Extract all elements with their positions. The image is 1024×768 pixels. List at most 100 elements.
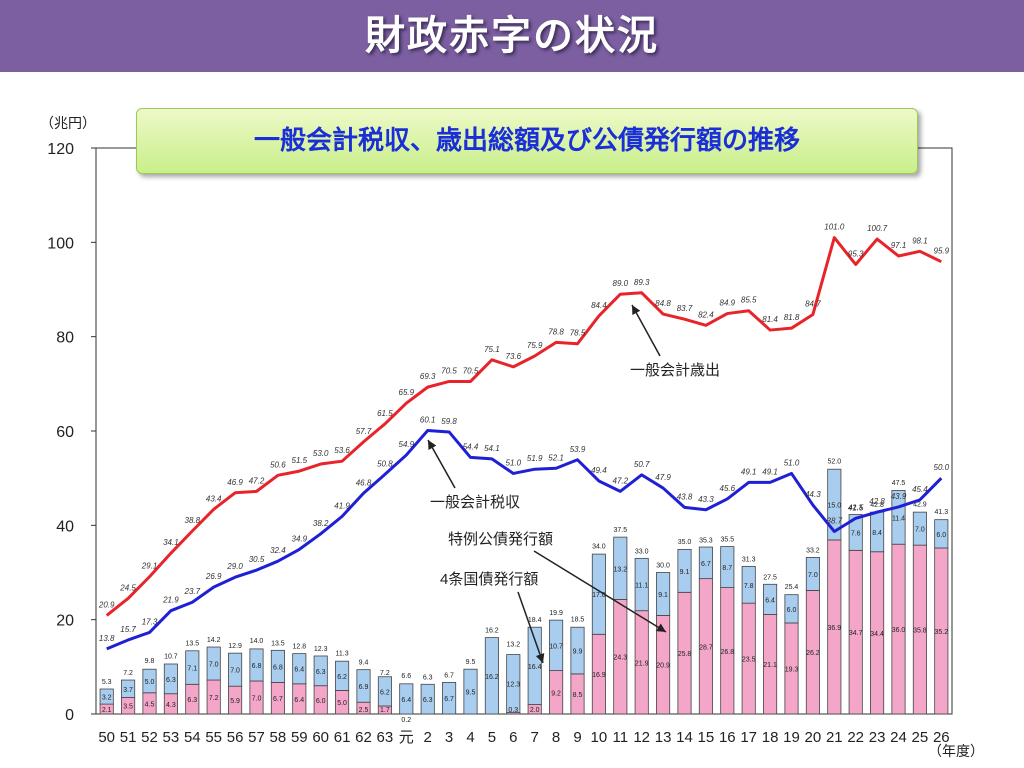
line-value-label: 38.7 xyxy=(827,516,843,525)
bar-total-label: 14.2 xyxy=(207,637,221,644)
bar-segment-label: 26.8 xyxy=(720,649,734,656)
bar-construction-bonds xyxy=(720,546,735,588)
bar-segment-label: 9.2 xyxy=(551,690,561,697)
bar-total-label: 34.0 xyxy=(592,544,606,551)
line-value-label: 51.0 xyxy=(784,458,800,467)
x-tick-label: 26 xyxy=(933,729,950,746)
line-value-label: 43.9 xyxy=(891,492,907,501)
bar-segment-label: 7.8 xyxy=(744,583,754,590)
bar-segment-label: 2.1 xyxy=(102,707,112,714)
bar-construction-bonds xyxy=(99,688,114,705)
x-tick-label: 20 xyxy=(805,729,822,746)
bar-segment-label: 21.9 xyxy=(635,660,649,667)
line-value-label: 60.1 xyxy=(420,416,436,425)
bar-construction-bonds xyxy=(741,565,756,604)
line-value-label: 45.6 xyxy=(720,484,736,493)
bar-segment-label: 9.1 xyxy=(680,569,690,576)
y-axis-label: （兆円） xyxy=(40,115,96,131)
page-title: 財政赤字の状況 xyxy=(365,13,659,59)
bar-segment-label: 16.9 xyxy=(592,672,606,679)
bar-total-label: 12.9 xyxy=(228,643,242,650)
bar-segment-label: 5.0 xyxy=(145,679,155,686)
bar-total-label: 37.5 xyxy=(613,527,627,534)
bar-segment-label: 5.9 xyxy=(230,698,240,705)
bar-construction-bonds xyxy=(206,646,221,681)
bar-total-label: 7.2 xyxy=(380,670,390,677)
annotation-arrow xyxy=(533,550,667,633)
header-bar xyxy=(0,0,1024,72)
bar-segment-label: 7.0 xyxy=(252,695,262,702)
line-value-label: 41.9 xyxy=(334,501,350,510)
x-tick-label: 52 xyxy=(141,729,158,746)
bar-total-label: 11.3 xyxy=(336,651,349,658)
bar-segment-label: 21.1 xyxy=(763,662,777,669)
bar-segment-label: 3.2 xyxy=(102,695,112,702)
bar-total-label: 13.2 xyxy=(506,642,520,649)
line-value-label: 97.1 xyxy=(891,241,907,250)
bar-total-label: 6.6 xyxy=(401,673,411,680)
line-value-label: 20.9 xyxy=(98,600,115,609)
bar-segment-label: 6.8 xyxy=(273,664,283,671)
line-value-label: 50.6 xyxy=(270,460,286,469)
bar-segment-label: 6.4 xyxy=(765,597,775,604)
bar-construction-bonds xyxy=(335,660,350,691)
line-value-label: 34.1 xyxy=(163,538,179,547)
line-value-label: 50.7 xyxy=(634,460,650,469)
bar-construction-bonds xyxy=(313,655,328,687)
line-value-label: 41.5 xyxy=(848,503,864,512)
x-tick-label: 12 xyxy=(633,729,650,746)
line-value-label: 53.6 xyxy=(334,446,350,455)
x-tick-label: 60 xyxy=(312,729,329,746)
line-value-label: 51.9 xyxy=(527,454,543,463)
bar-segment-label: 6.3 xyxy=(423,697,433,704)
bar-segment-label: 6.8 xyxy=(252,663,262,670)
bar-segment-label: 3.7 xyxy=(123,687,133,694)
bar-segment-label: 19.3 xyxy=(785,666,799,673)
line-value-label: 84.8 xyxy=(655,299,671,308)
bar-total-label: 13.5 xyxy=(271,640,285,647)
annotation-expenditure: 一般会計歳出 xyxy=(630,362,720,379)
bar-construction-bonds xyxy=(506,654,521,713)
line-value-label: 43.8 xyxy=(677,492,693,501)
line-value-label: 50.0 xyxy=(934,463,950,472)
line-value-label: 54.1 xyxy=(484,444,500,453)
bar-segment-label: 15.0 xyxy=(827,503,841,510)
x-tick-label: 61 xyxy=(334,729,351,746)
bar-segment-label: 6.9 xyxy=(359,684,369,691)
annotation-tax-revenue: 一般会計税収 xyxy=(430,494,520,511)
bar-construction-bonds xyxy=(463,668,478,715)
annotation-arrow xyxy=(427,439,456,489)
line-value-label: 84.4 xyxy=(591,301,607,310)
chart-title-box: 一般会計税収、歳出総額及び公債発行額の推移 xyxy=(136,108,918,174)
line-value-label: 49.4 xyxy=(591,466,607,475)
line-value-label: 49.1 xyxy=(741,467,757,476)
plot-frame xyxy=(95,147,953,715)
bar-construction-bonds xyxy=(934,519,949,549)
line-value-label: 85.5 xyxy=(741,296,757,305)
bar-segment-label: 7.6 xyxy=(851,530,861,537)
bar-segment-label: 8.4 xyxy=(872,530,882,537)
bar-construction-bonds xyxy=(912,511,927,546)
bar-construction-bonds xyxy=(377,676,392,707)
line-value-label: 84.9 xyxy=(720,299,736,308)
x-tick-label: 14 xyxy=(676,729,693,746)
bar-segment-label: 17.0 xyxy=(592,592,606,599)
x-tick-label: 55 xyxy=(205,729,222,746)
line-value-label: 59.8 xyxy=(441,417,457,426)
line-value-label: 30.5 xyxy=(249,555,265,564)
bar-segment-label: 35.2 xyxy=(934,629,948,636)
line-value-label: 78.5 xyxy=(570,329,586,338)
bar-segment-label: 9.1 xyxy=(658,592,668,599)
line-value-label: 69.3 xyxy=(420,372,436,381)
x-tick-label: 4 xyxy=(466,729,474,746)
line-value-label: 17.3 xyxy=(142,617,158,626)
x-tick-label: 22 xyxy=(847,729,864,746)
line-value-label: 43.4 xyxy=(206,494,222,503)
bar-total-label: 42.3 xyxy=(849,504,863,511)
bar-total-label: 33.0 xyxy=(635,548,649,555)
y-tick-label: 100 xyxy=(47,235,74,252)
line-value-label: 53.9 xyxy=(570,445,586,454)
y-tick-label: 40 xyxy=(56,518,74,535)
bar-segment-label: 2.5 xyxy=(359,707,369,714)
